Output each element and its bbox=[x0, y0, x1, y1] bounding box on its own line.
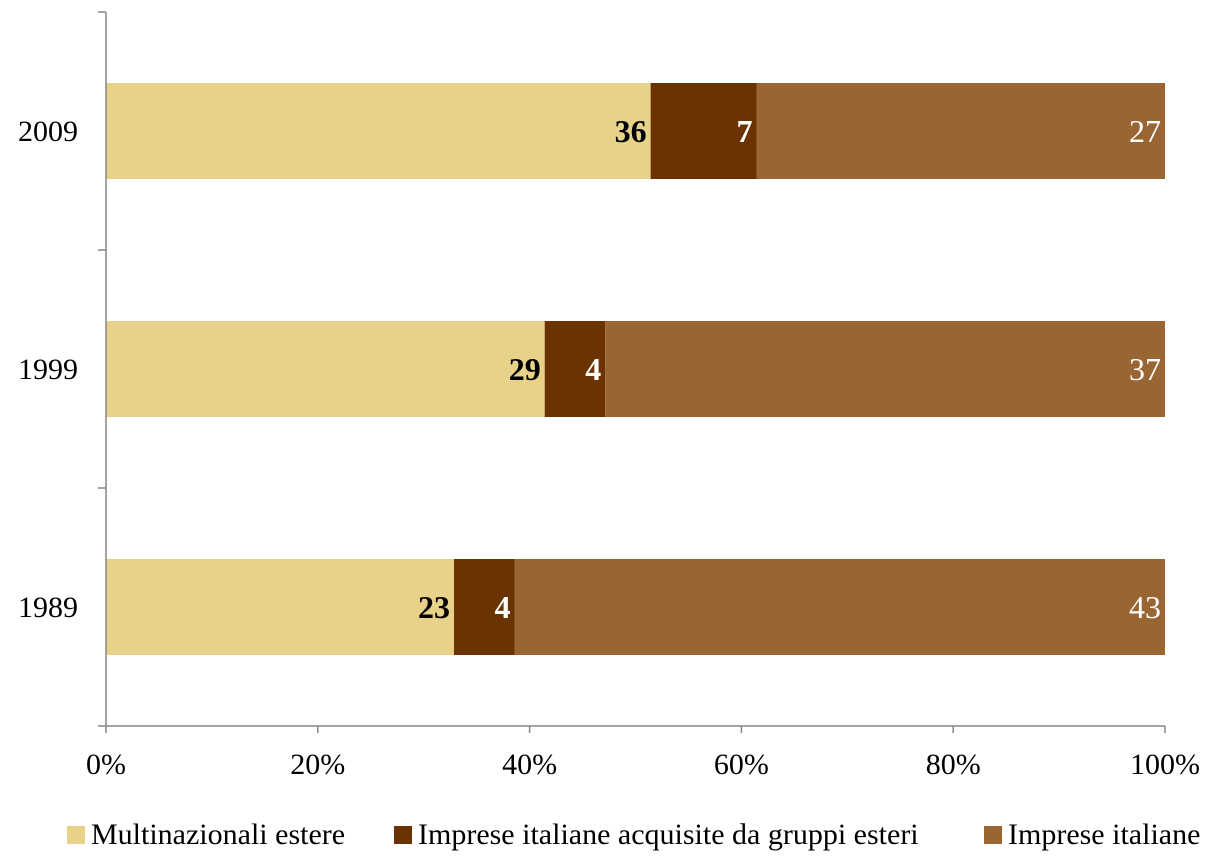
category-label: 1999 bbox=[18, 353, 78, 386]
bar-segment bbox=[106, 83, 651, 179]
bar-segment bbox=[650, 83, 757, 179]
legend-swatch bbox=[394, 826, 412, 844]
legend-label: Imprese italiane acquisite da gruppi est… bbox=[418, 818, 919, 851]
category-label: 2009 bbox=[18, 115, 78, 148]
data-label: 4 bbox=[585, 351, 601, 387]
legend-swatch bbox=[67, 826, 85, 844]
data-label: 27 bbox=[1129, 113, 1161, 149]
x-tick-label: 60% bbox=[714, 748, 769, 781]
data-label: 36 bbox=[615, 113, 647, 149]
legend-label: Multinazionali estere bbox=[91, 818, 346, 851]
x-tick-label: 40% bbox=[502, 748, 557, 781]
bar-segment bbox=[756, 83, 1165, 179]
bars-group bbox=[106, 83, 1165, 655]
legend-item-italiane: Imprese italiane bbox=[984, 818, 1200, 852]
x-tick-label: 100% bbox=[1130, 748, 1200, 781]
legend-item-acquisite: Imprese italiane acquisite da gruppi est… bbox=[394, 818, 919, 852]
bar-segment bbox=[514, 559, 1165, 655]
stacked-bar-chart: 36 7 27 2009 29 4 37 1999 23 4 43 1989 0% 20% 40% 60% 80… bbox=[18, 11, 1200, 781]
legend-item-multinazionali: Multinazionali estere bbox=[67, 818, 345, 852]
bar-segment bbox=[605, 321, 1165, 417]
data-label: 23 bbox=[418, 589, 450, 625]
x-tick-label: 0% bbox=[86, 748, 126, 781]
data-label: 7 bbox=[737, 113, 753, 149]
labels-group: 36 7 27 2009 29 4 37 1999 23 4 43 1989 0% 20% 40% 60% 80… bbox=[18, 113, 1200, 781]
bar-segment bbox=[106, 559, 454, 655]
legend-label: Imprese italiane bbox=[1008, 818, 1201, 851]
x-tick-label: 80% bbox=[926, 748, 981, 781]
legend-swatch bbox=[984, 826, 1002, 844]
bar-segment bbox=[544, 321, 606, 417]
bar-segment bbox=[453, 559, 515, 655]
legend: Multinazionali estere Imprese italiane a… bbox=[0, 818, 1216, 854]
axes-group bbox=[98, 11, 1166, 733]
category-label: 1989 bbox=[18, 591, 78, 624]
bar-segment bbox=[106, 321, 545, 417]
x-tick-label: 20% bbox=[290, 748, 345, 781]
data-label: 4 bbox=[494, 589, 510, 625]
data-label: 37 bbox=[1129, 351, 1161, 387]
data-label: 43 bbox=[1129, 589, 1161, 625]
data-label: 29 bbox=[509, 351, 541, 387]
